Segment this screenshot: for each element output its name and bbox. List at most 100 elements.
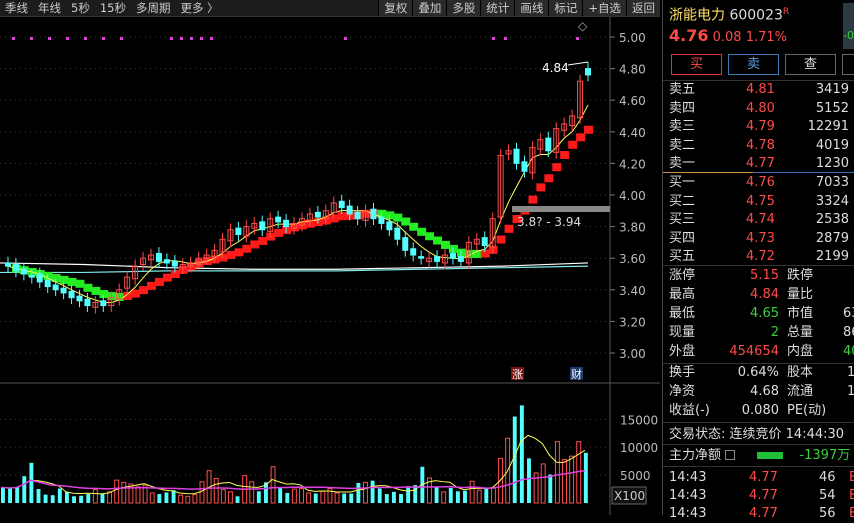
buy-button[interactable]: 买: [671, 54, 722, 75]
diamond-icon[interactable]: ◇: [578, 19, 588, 33]
event-marker-label: 财: [571, 367, 582, 381]
volume-bar: [327, 487, 333, 504]
toolbar-button[interactable]: 叠加: [412, 0, 447, 16]
sell-button[interactable]: 卖: [728, 54, 779, 75]
signal-dot: [576, 37, 579, 40]
volume-bar: [57, 488, 62, 503]
trend-band-segment: [433, 236, 443, 245]
period-tab[interactable]: 5秒: [71, 1, 90, 15]
volume-ma5-line: [1, 434, 586, 495]
trend-band-segment: [274, 228, 284, 237]
trend-band-segment: [584, 125, 593, 134]
trend-band-segment: [337, 212, 347, 221]
volume-bar: [377, 488, 382, 503]
signal-dot: [492, 37, 495, 40]
side-box: -0: [843, 3, 854, 49]
trend-band-segment: [91, 286, 101, 295]
candle: [545, 131, 552, 158]
toolbar-button[interactable]: 画线: [514, 0, 549, 16]
event-marker[interactable]: [570, 367, 583, 380]
trend-band-segment: [234, 248, 244, 257]
volume-bar: [213, 477, 219, 504]
candle: [155, 247, 162, 268]
volume-bar: [270, 466, 276, 504]
candle: [561, 117, 568, 137]
volume-bar: [548, 474, 553, 503]
candle: [195, 251, 202, 271]
stat-row: 现量2总量86: [669, 325, 854, 340]
toolbar-button[interactable]: 多股: [446, 0, 481, 16]
candle: [100, 294, 107, 312]
volume-bar: [406, 486, 411, 503]
volume-bar: [220, 489, 226, 504]
volume-bar: [562, 458, 567, 504]
toolbar-button[interactable]: 统计: [480, 0, 515, 16]
event-marker[interactable]: [511, 367, 524, 380]
stock-code: 600023: [729, 7, 783, 24]
candle: [12, 258, 19, 278]
volume-bar: [114, 479, 120, 504]
more-button[interactable]: [842, 54, 854, 75]
trend-band-segment: [512, 215, 522, 224]
trend-band-segment: [226, 251, 236, 260]
toolbar-button[interactable]: 复权: [378, 0, 413, 16]
price-range-highlight: [512, 206, 610, 212]
candle: [108, 291, 115, 312]
order-row: 买四 4.73 2879: [669, 230, 849, 246]
event-marker-label: 涨: [512, 368, 523, 381]
candle: [513, 142, 520, 170]
volume-bar: [356, 482, 361, 503]
candle: [322, 204, 329, 226]
toolbar-button[interactable]: 标记: [548, 0, 583, 16]
candle: [44, 274, 51, 293]
candle: [267, 212, 274, 238]
trend-band-segment: [560, 151, 570, 160]
flag: R: [782, 7, 790, 17]
volume-bar: [441, 491, 447, 504]
volume-bar: [540, 463, 546, 504]
candle: [211, 243, 218, 263]
candle: [354, 206, 361, 226]
trend-band-segment: [568, 140, 578, 149]
trend-band-segment: [131, 289, 141, 298]
candle: [314, 206, 321, 224]
volume-bar: [527, 458, 531, 503]
query-button[interactable]: 查: [785, 54, 836, 75]
y-tick-label: 4.00: [619, 189, 646, 203]
volume-bar: [519, 405, 524, 503]
y-tick-label: 3.80: [619, 221, 646, 235]
volume-bar: [476, 489, 482, 504]
candle: [338, 195, 345, 214]
trend-band-segment: [147, 281, 156, 290]
volume-bar: [370, 480, 375, 503]
volume-ma-long-line: [1, 469, 585, 491]
trend-band-segment: [441, 240, 450, 249]
period-tab[interactable]: 15秒: [99, 1, 126, 15]
volume-bar: [256, 491, 261, 503]
period-tab[interactable]: 季线: [5, 1, 28, 15]
trend-band-segment: [242, 244, 252, 253]
volume-bar: [64, 491, 69, 503]
volume-bar: [43, 494, 48, 503]
period-tab[interactable]: 年线: [38, 1, 61, 15]
volume-bar: [92, 489, 98, 504]
trend-band-segment: [385, 211, 395, 220]
candle: [553, 122, 560, 159]
candle: [386, 215, 393, 237]
volume-bar: [434, 486, 439, 503]
order-row: 卖一 4.77 1230: [669, 156, 849, 171]
period-tab[interactable]: 多周期: [135, 1, 171, 15]
period-tab[interactable]: 更多 〉: [180, 1, 219, 15]
volume-bar: [391, 491, 396, 503]
candle: [449, 247, 456, 265]
toolbar-button[interactable]: +自选: [582, 0, 626, 16]
candle: [227, 223, 234, 248]
trend-band-segment: [576, 133, 586, 142]
kline-chart[interactable]: 5.00 4.80 4.60 4.40 4.20 4.00 3.80 3.60 3.40 3.20…: [0, 17, 660, 515]
chart-toolbar: 季线 年线 5秒 15秒 多周期 更多 〉 复权 叠加 多股 统计 画线 标记 +自选 返回: [0, 0, 660, 17]
toolbar-button[interactable]: 返回: [626, 0, 660, 16]
ma-long-cyan-line: [0, 265, 589, 274]
candle: [140, 251, 147, 271]
volume-bar: [8, 488, 13, 503]
volume-bar: [135, 486, 141, 504]
